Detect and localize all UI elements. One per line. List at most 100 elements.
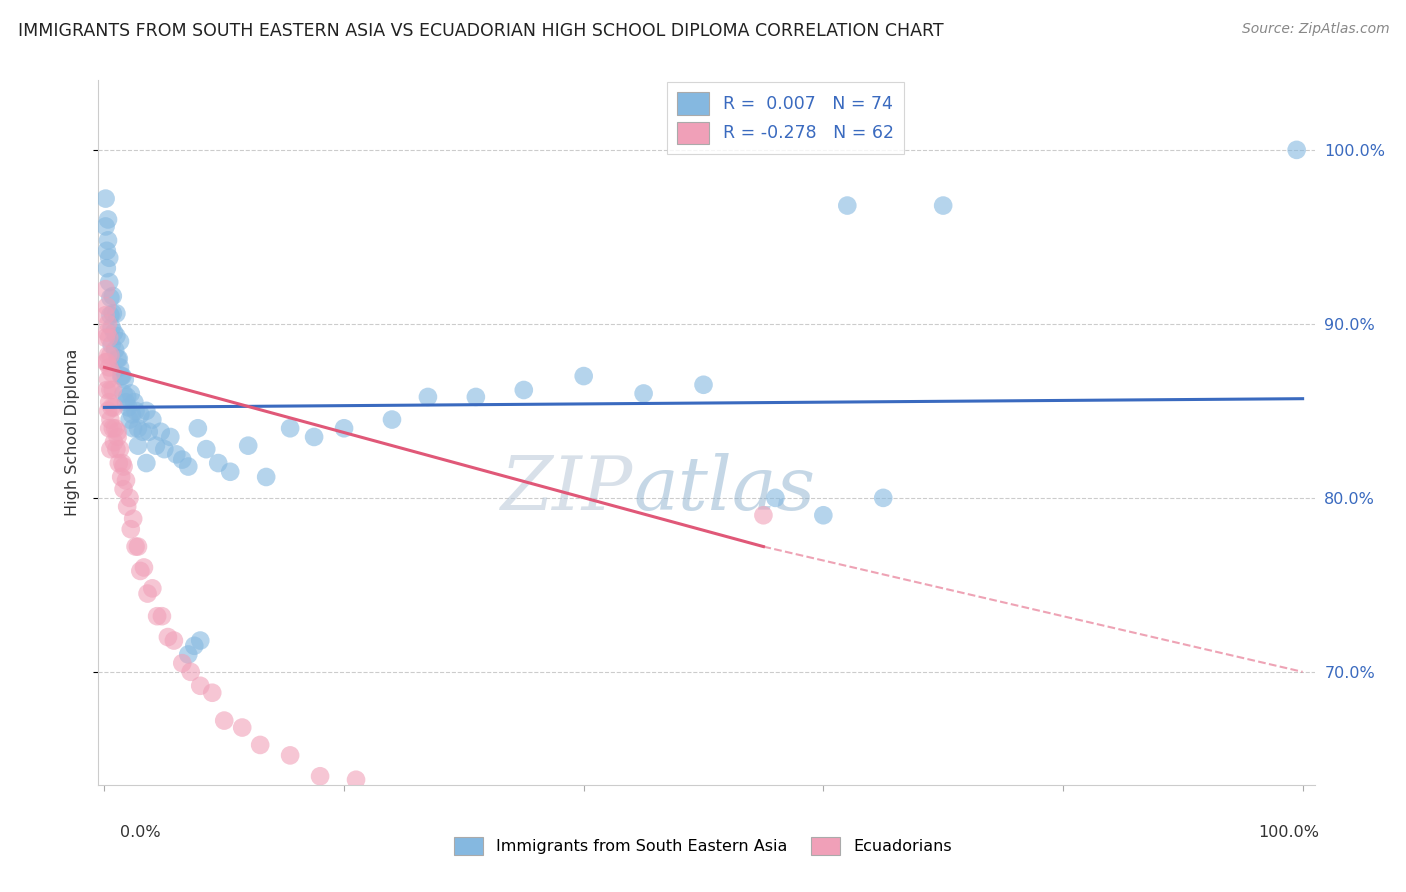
Point: [333, 421, 356, 435]
Point: [127, 540, 149, 554]
Point: [96, 355, 118, 369]
Point: [136, 586, 159, 600]
Point: [149, 425, 172, 439]
Point: [96, 300, 118, 314]
Point: [120, 522, 142, 536]
Point: [101, 289, 124, 303]
Point: [124, 540, 146, 554]
Point: [94, 192, 117, 206]
Legend: R =  0.007   N = 74, R = -0.278   N = 62: R = 0.007 N = 74, R = -0.278 N = 62: [666, 82, 904, 154]
Point: [112, 459, 135, 474]
Point: [165, 447, 187, 461]
Point: [238, 439, 260, 453]
Point: [138, 425, 160, 439]
Point: [207, 456, 229, 470]
Point: [94, 282, 117, 296]
Y-axis label: High School Diploma: High School Diploma: [65, 349, 80, 516]
Point: [98, 331, 121, 345]
Point: [172, 452, 194, 467]
Point: [135, 404, 157, 418]
Point: [98, 251, 121, 265]
Point: [96, 383, 118, 397]
Point: [100, 308, 122, 322]
Point: [94, 219, 117, 234]
Point: [212, 714, 235, 728]
Point: [117, 401, 139, 415]
Point: [124, 395, 146, 409]
Point: [103, 401, 125, 415]
Point: [104, 421, 127, 435]
Point: [115, 500, 138, 514]
Point: [120, 386, 142, 401]
Point: [135, 456, 157, 470]
Point: [127, 421, 149, 435]
Point: [132, 560, 155, 574]
Point: [110, 470, 132, 484]
Point: [97, 233, 120, 247]
Point: [129, 564, 152, 578]
Point: [104, 343, 127, 357]
Point: [114, 373, 136, 387]
Point: [127, 439, 149, 453]
Point: [94, 331, 117, 345]
Point: [103, 326, 125, 340]
Point: [132, 425, 155, 439]
Point: [150, 609, 173, 624]
Point: [813, 508, 835, 523]
Point: [98, 275, 121, 289]
Point: [115, 395, 138, 409]
Point: [141, 412, 163, 426]
Point: [249, 738, 271, 752]
Point: [94, 355, 117, 369]
Point: [97, 317, 120, 331]
Point: [124, 404, 146, 418]
Point: [100, 442, 122, 457]
Point: [115, 390, 138, 404]
Text: 100.0%: 100.0%: [1258, 825, 1319, 840]
Point: [254, 470, 277, 484]
Point: [765, 491, 787, 505]
Point: [100, 412, 122, 426]
Point: [146, 609, 169, 624]
Point: [188, 679, 211, 693]
Point: [107, 430, 129, 444]
Point: [172, 656, 194, 670]
Point: [111, 456, 134, 470]
Point: [141, 582, 163, 596]
Point: [100, 337, 122, 351]
Point: [201, 686, 224, 700]
Point: [112, 482, 135, 496]
Point: [129, 408, 152, 422]
Point: [416, 390, 439, 404]
Point: [108, 360, 131, 375]
Point: [188, 633, 211, 648]
Point: [107, 425, 129, 439]
Point: [100, 401, 122, 415]
Text: Source: ZipAtlas.com: Source: ZipAtlas.com: [1241, 22, 1389, 37]
Point: [122, 421, 145, 435]
Point: [145, 439, 167, 453]
Point: [183, 639, 205, 653]
Point: [105, 442, 128, 457]
Point: [572, 369, 595, 384]
Point: [115, 474, 138, 488]
Text: 0.0%: 0.0%: [120, 825, 160, 840]
Point: [108, 334, 131, 349]
Point: [98, 421, 121, 435]
Point: [100, 291, 122, 305]
Point: [107, 456, 129, 470]
Point: [309, 769, 332, 783]
Point: [156, 630, 179, 644]
Point: [96, 326, 118, 340]
Point: [112, 386, 135, 401]
Point: [100, 348, 122, 362]
Point: [100, 383, 122, 397]
Point: [97, 348, 120, 362]
Text: IMMIGRANTS FROM SOUTH EASTERN ASIA VS ECUADORIAN HIGH SCHOOL DIPLOMA CORRELATION: IMMIGRANTS FROM SOUTH EASTERN ASIA VS EC…: [18, 22, 943, 40]
Point: [97, 212, 120, 227]
Point: [96, 261, 118, 276]
Point: [111, 369, 134, 384]
Point: [118, 491, 141, 505]
Point: [278, 421, 301, 435]
Text: ZIP: ZIP: [502, 453, 634, 525]
